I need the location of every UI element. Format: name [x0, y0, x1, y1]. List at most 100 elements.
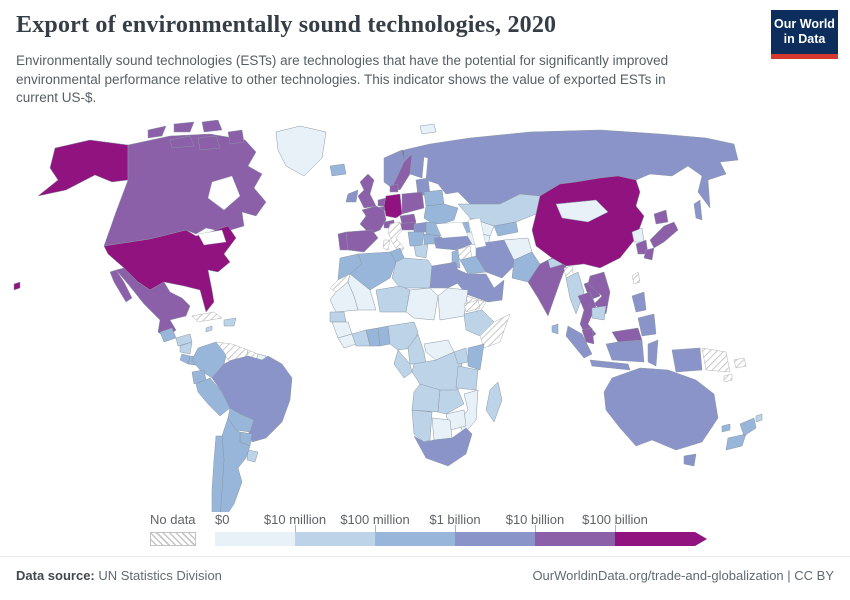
world-map-svg: [13, 119, 763, 519]
country-uk[interactable]: [357, 173, 377, 209]
country-fiji[interactable]: [755, 413, 763, 423]
country-nicaragua[interactable]: [179, 341, 193, 355]
country-canada-island1[interactable]: [147, 125, 167, 139]
legend-label-1: $10 million: [263, 512, 327, 527]
country-canada-island4[interactable]: [169, 135, 195, 149]
country-eritrea[interactable]: [463, 299, 481, 313]
data-source: Data source: UN Statistics Division: [16, 568, 222, 583]
country-mexico[interactable]: [109, 267, 191, 339]
country-japan[interactable]: [643, 209, 679, 261]
country-sudan[interactable]: [437, 287, 469, 321]
country-spain[interactable]: [345, 229, 379, 253]
legend-bin-4[interactable]: [535, 532, 615, 546]
owid-logo[interactable]: Our World in Data: [771, 10, 838, 59]
country-ireland[interactable]: [345, 189, 359, 203]
legend-arrow: [695, 532, 707, 546]
country-tanzania[interactable]: [455, 365, 479, 391]
country-mongolia[interactable]: [555, 199, 609, 223]
country-solomon-islands[interactable]: [723, 373, 733, 383]
country-canada[interactable]: [103, 133, 267, 247]
country-papua-new-guinea[interactable]: [701, 347, 747, 373]
country-jamaica[interactable]: [205, 325, 213, 333]
country-iceland[interactable]: [329, 163, 347, 177]
country-niger[interactable]: [375, 285, 411, 313]
country-germany[interactable]: [383, 193, 403, 219]
country-chad[interactable]: [405, 287, 439, 321]
country-myanmar[interactable]: [565, 271, 585, 315]
country-brazil[interactable]: [211, 355, 293, 443]
country-greece[interactable]: [413, 243, 429, 259]
country-poland[interactable]: [401, 191, 425, 215]
legend-label-2: $100 million: [340, 512, 410, 527]
country-greenland[interactable]: [275, 125, 327, 177]
country-madagascar[interactable]: [485, 381, 503, 423]
legend-bin-0[interactable]: [215, 532, 295, 546]
country-cambodia[interactable]: [591, 305, 607, 321]
country-denmark[interactable]: [389, 183, 399, 193]
country-angola[interactable]: [411, 383, 441, 413]
country-new-zealand[interactable]: [725, 417, 757, 451]
legend-tick-4: [535, 525, 536, 532]
country-libya[interactable]: [391, 257, 433, 289]
country-canada-island2[interactable]: [173, 121, 195, 133]
country-finland[interactable]: [409, 153, 425, 179]
country-usa-alaska[interactable]: [37, 139, 129, 197]
caspian-sea: [467, 217, 487, 249]
country-taiwan[interactable]: [631, 271, 641, 285]
country-balkans[interactable]: [407, 231, 425, 247]
country-new-caledonia[interactable]: [721, 423, 731, 433]
country-congo-gabon[interactable]: [393, 349, 413, 379]
country-namibia[interactable]: [411, 409, 433, 443]
legend-bin-5[interactable]: [615, 532, 695, 546]
hudson-bay: [207, 175, 241, 211]
legend-bin-2[interactable]: [375, 532, 455, 546]
country-somalia[interactable]: [479, 313, 511, 349]
country-oman[interactable]: [487, 279, 505, 303]
legend-label-5: $100 billion: [582, 512, 648, 527]
legend-tick-5: [615, 525, 616, 532]
chart-footer: Data source: UN Statistics Division OurW…: [0, 556, 850, 600]
page-title: Export of environmentally sound technolo…: [16, 12, 557, 38]
country-france[interactable]: [359, 205, 387, 235]
legend-no-data-label: No data: [150, 512, 196, 527]
country-cuba[interactable]: [191, 311, 223, 323]
country-cameroon[interactable]: [407, 333, 427, 365]
country-argentina[interactable]: [219, 417, 251, 519]
country-australia[interactable]: [603, 367, 719, 467]
country-russia-sakhalin[interactable]: [693, 199, 703, 221]
legend-bin-1[interactable]: [295, 532, 375, 546]
country-uruguay[interactable]: [246, 449, 259, 463]
country-russia[interactable]: [403, 129, 739, 209]
country-philippines[interactable]: [631, 291, 657, 337]
country-senegal[interactable]: [329, 311, 347, 323]
country-thailand[interactable]: [577, 291, 597, 341]
world-map: [0, 119, 850, 519]
country-zambia[interactable]: [437, 389, 465, 415]
country-canada-island3[interactable]: [201, 119, 223, 133]
legend-tick-3: [455, 525, 456, 532]
country-sri-lanka[interactable]: [551, 323, 559, 335]
country-mali[interactable]: [347, 273, 377, 311]
country-egypt[interactable]: [429, 261, 461, 289]
great-lakes: [197, 229, 227, 246]
legend-tick-2: [375, 525, 376, 532]
country-ukraine[interactable]: [423, 203, 459, 227]
country-indonesia[interactable]: [565, 325, 703, 373]
country-india[interactable]: [527, 257, 567, 317]
country-kenya[interactable]: [467, 343, 485, 371]
country-canada-island5[interactable]: [197, 135, 221, 151]
legend-label-4: $10 billion: [505, 512, 565, 527]
country-botswana[interactable]: [431, 417, 453, 441]
country-canada-island6[interactable]: [227, 129, 245, 145]
legend-bin-3[interactable]: [455, 532, 535, 546]
legend-no-data-swatch[interactable]: [150, 532, 196, 546]
country-peru[interactable]: [195, 377, 231, 417]
country-belarus[interactable]: [423, 189, 445, 207]
footer-link[interactable]: OurWorldinData.org/trade-and-globalizati…: [532, 568, 834, 583]
country-usa-hawaii[interactable]: [13, 281, 21, 291]
country-hispaniola[interactable]: [223, 317, 237, 327]
country-svalbard[interactable]: [419, 123, 437, 135]
country-south-africa[interactable]: [413, 427, 473, 467]
country-kyrgyzstan[interactable]: [493, 221, 519, 237]
